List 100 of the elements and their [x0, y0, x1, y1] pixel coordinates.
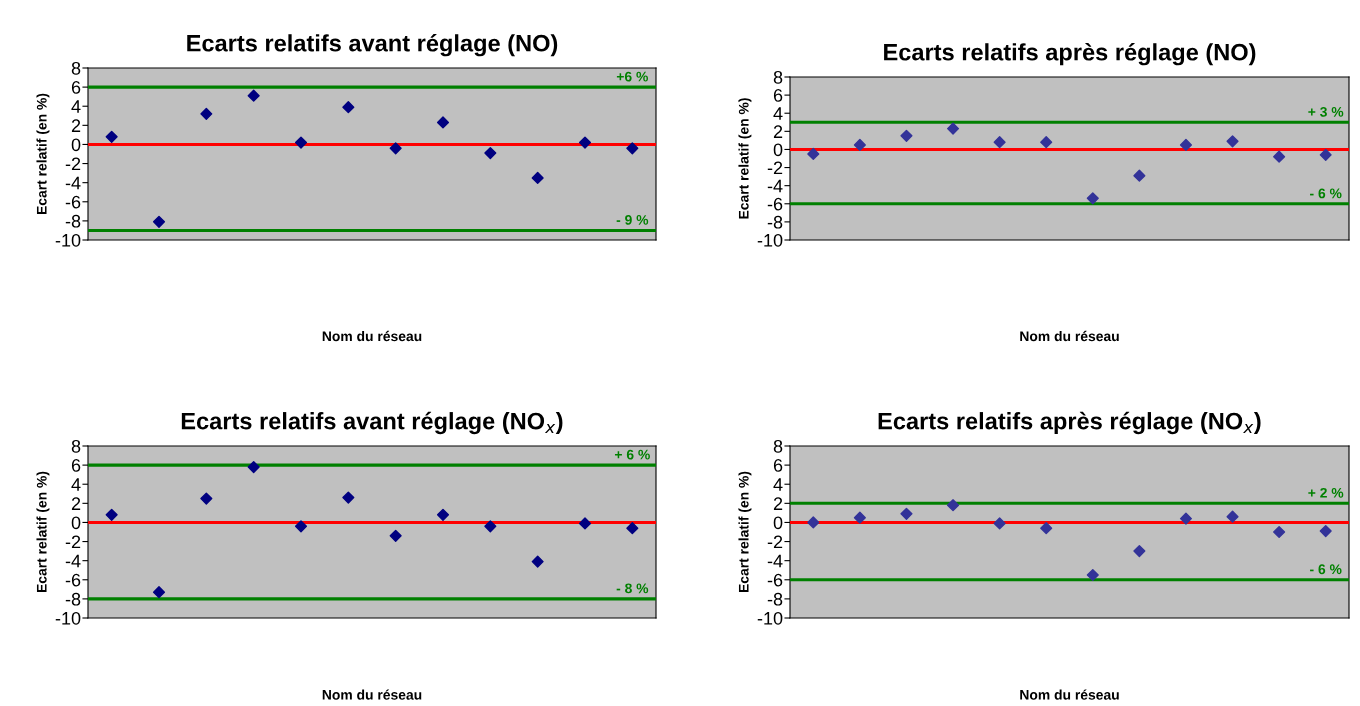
ref-line-label: + 3 % — [1308, 106, 1344, 117]
point — [578, 136, 592, 149]
ref-line-label: + 2 % — [1308, 487, 1344, 498]
y-tick-label: -6 — [65, 573, 81, 587]
point — [1273, 525, 1286, 539]
y-tick-label: 0 — [773, 143, 783, 157]
y-tick-label: 0 — [773, 516, 783, 530]
y-tick-label: 2 — [71, 497, 81, 510]
y-tick-label: -4 — [767, 554, 783, 568]
y-axis-title: Ecart relatif (en %) — [738, 98, 752, 219]
point — [1319, 148, 1332, 161]
y-tick-label: -8 — [767, 592, 783, 606]
point — [1226, 135, 1239, 148]
point — [389, 142, 402, 155]
point — [247, 89, 260, 102]
point — [626, 142, 639, 155]
point — [946, 499, 960, 512]
point — [1040, 522, 1053, 535]
ref-line-label: + 6 % — [614, 449, 650, 460]
point — [294, 520, 308, 533]
chart-title: Ecarts relatifs après réglage (NO$_{x}$) — [878, 411, 1261, 435]
y-tick-label: -2 — [767, 535, 783, 549]
y-tick-label: -4 — [767, 179, 783, 193]
point — [531, 555, 544, 568]
point — [993, 517, 1006, 530]
y-axis-title: Ecart relatif (en %) — [36, 93, 50, 215]
point — [105, 130, 118, 143]
y-tick-label: 6 — [773, 89, 783, 102]
y-tick-label: 2 — [773, 497, 783, 510]
point — [807, 147, 820, 161]
ref-line-label: - 6 % — [1310, 188, 1342, 199]
point — [1319, 524, 1332, 538]
ref-line-label: +6 % — [616, 71, 648, 82]
point — [900, 129, 913, 142]
y-tick-label: -6 — [65, 195, 81, 209]
point — [578, 517, 592, 530]
y-tick-label: 4 — [773, 107, 783, 120]
point — [152, 586, 166, 599]
ref-line-label: - 6 % — [1310, 564, 1342, 575]
x-axis-title: Nom du réseau — [322, 689, 422, 700]
y-tick-label: 6 — [71, 459, 81, 472]
y-tick-label: -2 — [767, 161, 783, 175]
y-tick-label: -2 — [65, 535, 81, 549]
x-axis-title: Nom du réseau — [1020, 330, 1119, 342]
point — [1133, 169, 1146, 182]
y-tick-label: 8 — [773, 70, 783, 84]
point — [853, 138, 866, 151]
y-tick-label: 4 — [773, 478, 783, 491]
point — [900, 507, 913, 520]
ref-line-label: - 9 % — [616, 215, 649, 225]
point — [1273, 150, 1286, 163]
y-tick-label: 8 — [773, 439, 783, 453]
chart-title: Ecarts relatifs après réglage (NO) — [884, 43, 1256, 66]
y-axis-title: Ecart relatif (en %) — [738, 471, 752, 593]
point — [1179, 512, 1193, 525]
x-axis-title: Nom du réseau — [322, 330, 422, 342]
point — [152, 215, 166, 228]
point — [1226, 510, 1239, 523]
point — [626, 522, 639, 535]
chart-title: Ecarts relatifs avant réglage (NO$_{x}$) — [181, 411, 563, 435]
point — [1179, 138, 1193, 151]
point — [484, 520, 497, 533]
x-axis-title: Nom du réseau — [1020, 689, 1119, 700]
y-tick-label: 6 — [71, 81, 81, 94]
point — [807, 516, 820, 529]
y-tick-label: -10 — [55, 611, 81, 625]
y-tick-label: -10 — [55, 233, 81, 247]
y-tick-label: 4 — [71, 478, 81, 491]
y-tick-label: -8 — [65, 214, 81, 228]
y-tick-label: 0 — [71, 138, 81, 152]
point — [531, 171, 544, 184]
y-tick-label: 4 — [71, 100, 81, 113]
y-tick-label: 2 — [71, 119, 81, 132]
y-tick-label: -4 — [65, 176, 81, 190]
point — [389, 529, 402, 542]
point — [294, 136, 308, 149]
y-axis-title: Ecart relatif (en %) — [36, 471, 50, 593]
point — [946, 122, 960, 135]
point — [342, 101, 355, 114]
point — [436, 116, 450, 129]
point — [105, 508, 118, 521]
y-tick-label: -6 — [767, 573, 783, 587]
y-tick-label: -10 — [757, 233, 783, 247]
y-tick-label: -8 — [65, 592, 81, 606]
chart-title: Ecarts relatifs avant réglage (NO) — [187, 34, 558, 57]
point — [200, 492, 213, 505]
y-tick-label: 2 — [773, 125, 783, 138]
y-tick-label: -8 — [767, 215, 783, 229]
point — [342, 491, 355, 504]
y-tick-label: 8 — [71, 61, 81, 75]
y-tick-label: -6 — [767, 197, 783, 211]
y-tick-label: -10 — [757, 611, 783, 625]
y-tick-label: 0 — [71, 516, 81, 530]
point — [247, 460, 260, 474]
point — [436, 508, 450, 521]
point — [1086, 192, 1099, 205]
point — [1133, 545, 1146, 558]
point — [200, 107, 213, 120]
y-tick-label: 8 — [71, 439, 81, 453]
y-tick-label: -4 — [65, 554, 81, 568]
